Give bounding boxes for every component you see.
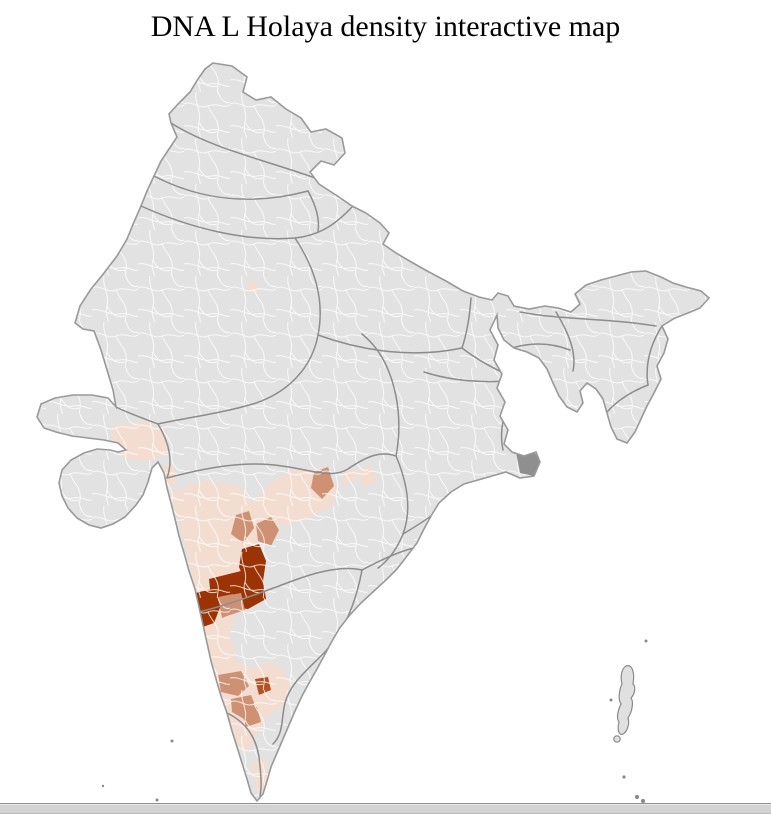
lakshadweep-islands [101, 739, 174, 802]
state-borders [115, 122, 663, 797]
horizontal-scrollbar[interactable] [0, 803, 771, 814]
page-title: DNA L Holaya density interactive map [150, 10, 621, 43]
andaman-nicobar-islands [609, 639, 648, 809]
horizontal-scrollbar-thumb[interactable] [0, 805, 771, 814]
